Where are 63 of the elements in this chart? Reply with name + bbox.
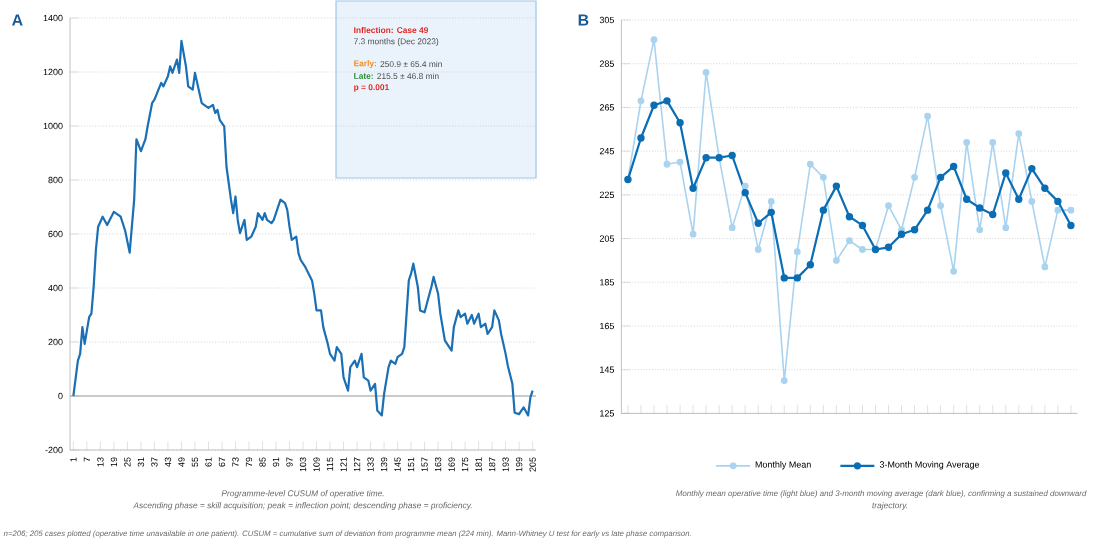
point [689, 230, 697, 238]
point [911, 173, 918, 181]
point [1041, 263, 1049, 271]
point [793, 274, 802, 282]
point [1067, 221, 1075, 230]
point [1015, 195, 1023, 203]
line-series [72, 39, 534, 417]
point [806, 160, 814, 168]
point [754, 246, 762, 253]
point [989, 138, 997, 146]
point [989, 210, 997, 219]
point [845, 213, 854, 221]
point [936, 173, 945, 182]
point [728, 224, 736, 232]
point [780, 377, 788, 385]
point [963, 138, 971, 146]
point [780, 274, 788, 282]
point [819, 173, 827, 181]
point [885, 202, 892, 210]
point [806, 261, 815, 269]
point [637, 97, 645, 105]
point [884, 243, 893, 251]
point [689, 184, 697, 192]
point [767, 198, 775, 205]
point [676, 158, 684, 166]
point [754, 219, 762, 227]
point [859, 246, 866, 253]
point [950, 267, 958, 275]
point [1054, 206, 1062, 214]
point [793, 248, 801, 256]
point [1028, 198, 1036, 205]
point [1028, 164, 1036, 173]
point [976, 204, 984, 212]
point [1002, 169, 1010, 177]
point [702, 153, 710, 162]
point [858, 221, 867, 230]
point [923, 206, 932, 214]
point [910, 226, 919, 234]
point [976, 226, 984, 234]
point [846, 237, 853, 245]
point [1054, 197, 1062, 206]
point [650, 101, 658, 109]
point [1041, 184, 1049, 192]
point [1002, 224, 1010, 232]
point [676, 119, 684, 127]
point [741, 188, 749, 197]
point [728, 151, 736, 160]
point [767, 208, 775, 217]
point [650, 36, 658, 44]
point [924, 112, 931, 120]
point [962, 195, 971, 203]
point [1015, 130, 1023, 138]
point [1067, 206, 1075, 214]
point [832, 182, 841, 190]
point [663, 160, 671, 168]
point [949, 162, 958, 171]
point [663, 97, 671, 105]
point [637, 134, 645, 142]
point [832, 257, 840, 264]
point [741, 182, 749, 190]
point [819, 206, 828, 214]
point [702, 69, 710, 76]
point [937, 202, 945, 210]
